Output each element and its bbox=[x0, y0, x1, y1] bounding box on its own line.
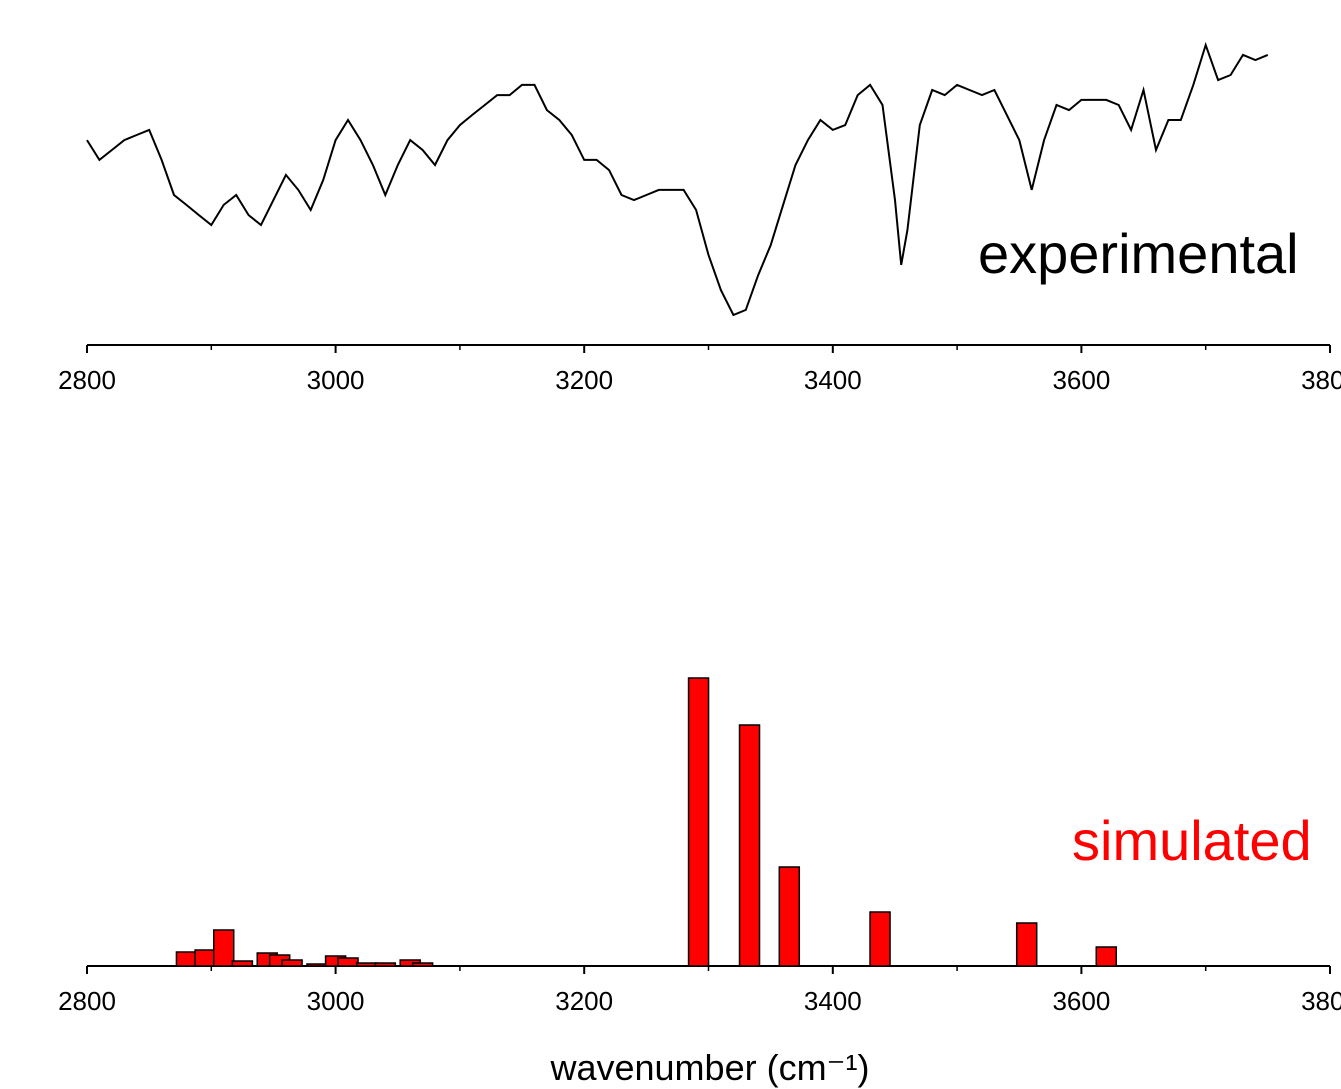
spectrum-line bbox=[86, 41, 1269, 317]
bar bbox=[281, 959, 303, 967]
x-tick-label: 3600 bbox=[1052, 986, 1110, 1016]
bar bbox=[175, 951, 198, 967]
x-tick-label: 2800 bbox=[58, 986, 116, 1016]
bar bbox=[1015, 922, 1038, 967]
bar bbox=[355, 962, 378, 967]
annotation: experimental bbox=[978, 222, 1299, 285]
bar bbox=[869, 911, 891, 967]
x-tick-label: 3200 bbox=[555, 986, 613, 1016]
bar bbox=[231, 960, 254, 967]
x-tick-label: 3000 bbox=[307, 986, 365, 1016]
x-tick-label: 3600 bbox=[1052, 365, 1110, 395]
x-tick-label: 3800 bbox=[1301, 365, 1341, 395]
bar bbox=[306, 963, 328, 967]
bar bbox=[337, 957, 359, 967]
bar bbox=[778, 866, 801, 967]
bar bbox=[738, 724, 761, 967]
bar bbox=[374, 962, 397, 967]
bar bbox=[194, 949, 216, 967]
annotation: simulated bbox=[1072, 809, 1312, 872]
bar bbox=[687, 677, 710, 967]
bar bbox=[411, 962, 434, 967]
x-tick-label: 3400 bbox=[804, 986, 862, 1016]
x-axis-label: wavenumber (cm⁻¹) bbox=[549, 1047, 869, 1088]
x-tick-label: 3200 bbox=[555, 365, 613, 395]
x-tick-label: 3000 bbox=[307, 365, 365, 395]
x-tick-label: 2800 bbox=[58, 365, 116, 395]
x-tick-label: 3800 bbox=[1301, 986, 1341, 1016]
bar bbox=[1095, 946, 1118, 967]
x-tick-label: 3400 bbox=[804, 365, 862, 395]
bar bbox=[212, 929, 235, 967]
